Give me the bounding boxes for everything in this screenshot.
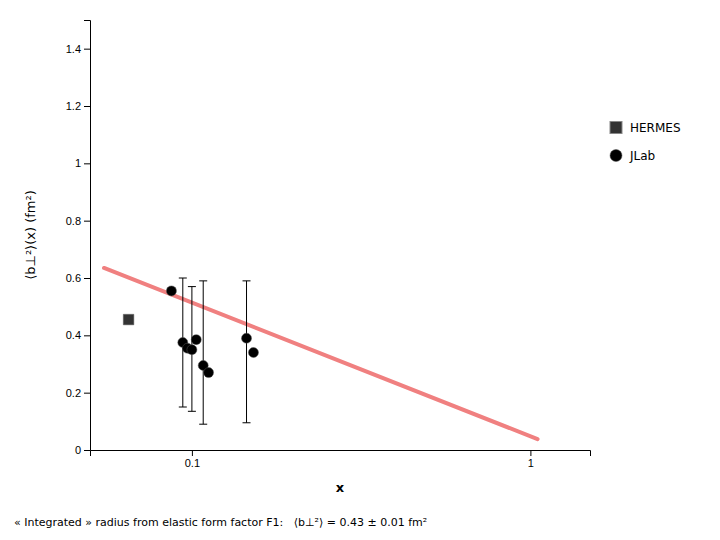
tick-label: 0: [75, 444, 81, 456]
y-axis-title: ⟨b⊥²⟩(x) (fm²): [23, 190, 38, 280]
tick-mark: [84, 450, 90, 451]
tick: 1: [528, 450, 534, 469]
tick-mark: [530, 450, 531, 456]
tick-mark: [84, 393, 90, 394]
tick-label: 1.4: [66, 43, 81, 55]
chart: 0.1100.20.40.60.811.21.4x⟨b⊥²⟩(x) (fm²)H…: [0, 0, 720, 540]
point: [191, 335, 201, 345]
tick-label: 0.4: [66, 329, 81, 341]
error-bar: [179, 278, 187, 407]
error-bar-stem: [246, 281, 247, 423]
error-bar-cap: [188, 411, 196, 412]
error-bar: [188, 287, 196, 412]
point: [248, 348, 258, 358]
annotation: « Integrated » radius from elastic form …: [14, 516, 427, 529]
marks: [104, 268, 538, 439]
tick-label: 1.2: [66, 100, 81, 112]
point: [204, 368, 214, 378]
tick: 1: [75, 157, 90, 169]
tick: 0.1: [185, 450, 200, 469]
tick-mark: [84, 163, 90, 164]
error-bar-stem: [203, 281, 204, 424]
tick-mark: [84, 106, 90, 107]
tick: 0.4: [66, 329, 90, 341]
error-bar-cap: [199, 280, 207, 281]
point: [166, 286, 176, 296]
tick-mark: [192, 450, 193, 456]
legend-swatch: [610, 150, 622, 162]
error-bar: [199, 281, 207, 424]
y-axis: 0 0.2 0.4 0.6 0.8 1 1.2 1.4: [66, 21, 91, 457]
legend-label: HERMES: [630, 121, 681, 135]
tick-mark: [84, 49, 90, 50]
axis-line: [91, 451, 591, 457]
tick: 1.4: [66, 43, 90, 55]
tick: 0.8: [66, 215, 90, 227]
error-bar-cap: [243, 280, 251, 281]
tick: 0: [75, 444, 90, 456]
tick-label: 1: [75, 157, 81, 169]
error-bar-cap: [188, 286, 196, 287]
plot: 0.1100.20.40.60.811.21.4: [66, 21, 591, 469]
fit-line: [104, 268, 538, 439]
x-axis: 0.11: [91, 450, 591, 469]
tick-mark: [84, 335, 90, 336]
tick: 1.2: [66, 100, 90, 112]
error-bar-cap: [199, 424, 207, 425]
error-bar-cap: [179, 278, 187, 279]
tick: 0.6: [66, 272, 90, 284]
tick-mark: [84, 278, 90, 279]
error-bar-cap: [179, 407, 187, 408]
tick-label: 0.1: [185, 457, 200, 469]
legend-item: JLab: [610, 149, 655, 163]
x-axis-title: x: [336, 480, 345, 495]
tick-label: 0.6: [66, 272, 81, 284]
legend-label: JLab: [629, 149, 655, 163]
legend: HERMES JLab: [610, 121, 681, 163]
legend-swatch: [610, 122, 622, 134]
point: [242, 333, 252, 343]
tick-label: 0.2: [66, 387, 81, 399]
tick-label: 0.8: [66, 215, 81, 227]
tick: 0.2: [66, 387, 90, 399]
axis-line: [84, 21, 91, 451]
error-bar-cap: [243, 422, 251, 423]
legend-item: HERMES: [610, 121, 681, 135]
point: [187, 345, 197, 355]
point-square: [123, 314, 133, 324]
tick-label: 1: [528, 457, 534, 469]
tick-mark: [84, 221, 90, 222]
